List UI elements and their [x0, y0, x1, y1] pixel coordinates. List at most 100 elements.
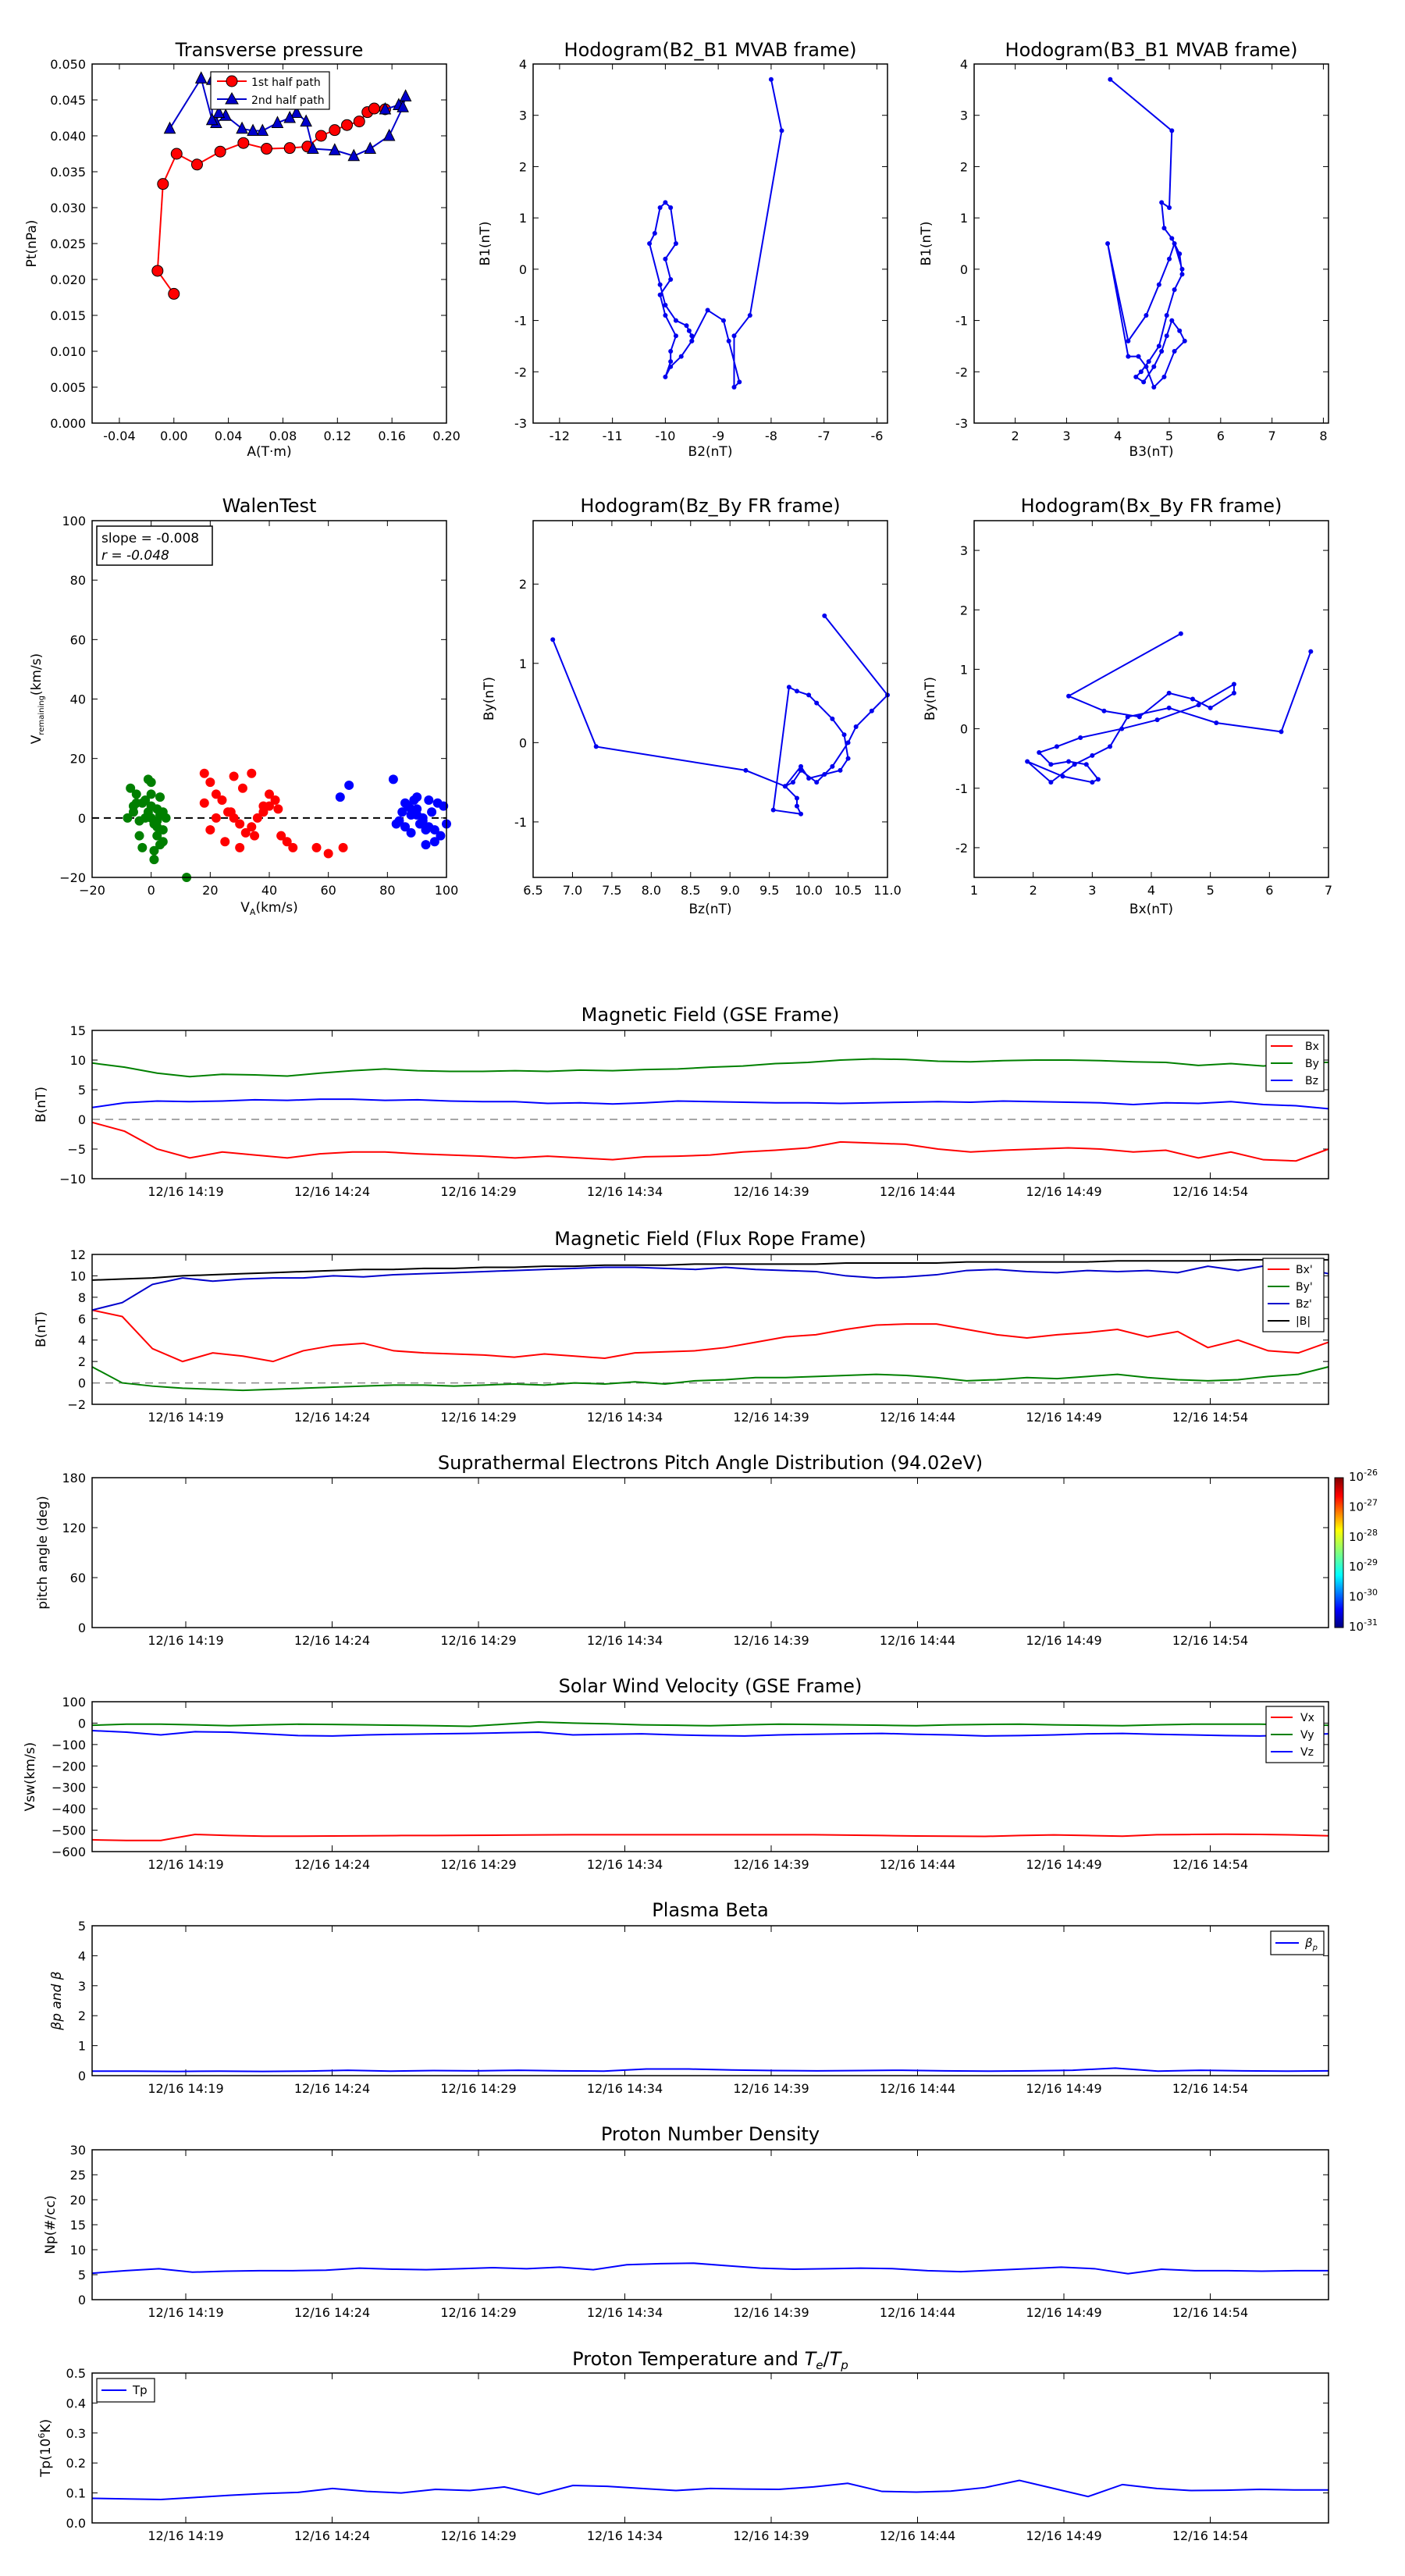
- x-tick-label: 8: [1319, 429, 1327, 443]
- walen-point: [427, 807, 437, 817]
- legend-beta: βp: [1304, 1936, 1318, 1952]
- data-point: [1161, 226, 1167, 231]
- data-point: [841, 732, 847, 738]
- data-point: [1208, 705, 1213, 710]
- y-tick-label: 180: [62, 1471, 86, 1485]
- data-point: [1182, 338, 1187, 343]
- data-point: [212, 105, 226, 119]
- y-tick-label: 120: [62, 1521, 86, 1535]
- x-tick-label: 4: [1147, 883, 1155, 898]
- colorbar-tick-label: 10-31: [1349, 1617, 1378, 1634]
- y-tick-label: 0.000: [50, 416, 86, 431]
- x-tick-label: 7.5: [602, 883, 621, 898]
- walen-point: [235, 842, 245, 852]
- transverse-ylabel: Pt(nPa): [24, 220, 40, 268]
- time-tick-label: 12/16 14:39: [733, 2528, 809, 2543]
- data-point: [689, 333, 695, 339]
- legend-bx: Bx: [1305, 1041, 1319, 1053]
- y-tick-label: 0.3: [66, 2426, 86, 2441]
- data-point: [799, 763, 804, 769]
- mag-gse-legend: Bx By Bz: [1265, 1034, 1325, 1092]
- data-point: [347, 148, 361, 162]
- y-tick-label: 10: [70, 1053, 86, 1068]
- hodo-b2b1-ylabel: B1(nT): [478, 222, 493, 266]
- mag-fr-legend: Bx' By' Bz' |B|: [1262, 1258, 1325, 1332]
- walen-point: [252, 813, 262, 823]
- y-tick-label: 3: [519, 109, 527, 123]
- hodogram-bxby-plot: Hodogram(Bx_By FR frame) 1 2 3 4 5 6 7 -2 -1 0 1 2 3…: [923, 495, 1332, 917]
- x-tick-label: 0.04: [215, 429, 243, 443]
- data-point: [1172, 349, 1177, 354]
- time-tick-label: 12/16 14:24: [294, 1410, 370, 1425]
- y-tick-label: 0.010: [50, 344, 86, 359]
- y-tick-label: 0.015: [50, 308, 86, 323]
- time-tick-label: 12/16 14:34: [587, 1633, 663, 1648]
- walen-point: [229, 771, 239, 781]
- data-point: [1169, 128, 1175, 133]
- time-tick-label: 12/16 14:29: [440, 1184, 516, 1199]
- y-tick-label: 0: [960, 722, 968, 737]
- series-line: [91, 1730, 1329, 1737]
- data-point: [806, 776, 812, 781]
- legend-by: By: [1305, 1058, 1319, 1070]
- time-tick-label: 12/16 14:49: [1026, 1184, 1101, 1199]
- walen-test-plot: WalenTest −20 0 20 40 60 80 100 −20 0 20 40 60 80 100…: [29, 495, 458, 917]
- data-point: [673, 318, 678, 323]
- colorbar-tick-label: 10-26: [1349, 1468, 1378, 1484]
- y-tick-label: 0.035: [50, 165, 86, 180]
- walen-point: [140, 795, 151, 805]
- y-tick-label: 60: [70, 1571, 86, 1585]
- y-tick-label: -3: [514, 416, 527, 431]
- data-point: [731, 385, 737, 390]
- vsw-panel: Solar Wind Velocity (GSE Frame) −600 −500…: [23, 1675, 1329, 1872]
- data-point: [1156, 343, 1161, 349]
- walen-point: [155, 792, 165, 802]
- data-point: [747, 313, 752, 318]
- walen-point: [323, 849, 333, 859]
- transverse-xlabel: A(T·m): [247, 444, 291, 460]
- data-point: [663, 256, 668, 262]
- data-point: [853, 724, 859, 730]
- y-tick-label: 12: [70, 1247, 86, 1262]
- data-point: [550, 637, 556, 642]
- data-point: [663, 200, 668, 205]
- y-tick-label: 5: [78, 1919, 86, 1934]
- data-point: [1090, 780, 1095, 785]
- legend-bx-fr: Bx': [1296, 1264, 1313, 1276]
- data-point: [1095, 777, 1101, 782]
- y-tick-label: 3: [960, 109, 968, 123]
- legend-vy: Vy: [1300, 1729, 1314, 1742]
- x-tick-label: 0.20: [432, 429, 461, 443]
- time-tick-label: 12/16 14:54: [1172, 2305, 1248, 2320]
- x-tick-label: 11.0: [873, 883, 902, 898]
- data-point: [1161, 374, 1167, 379]
- time-tick-label: 12/16 14:39: [733, 2305, 809, 2320]
- y-tick-label: 0.020: [50, 272, 86, 287]
- data-point: [1054, 744, 1059, 749]
- hodo-b3b1-xlabel: B3(nT): [1129, 444, 1174, 460]
- y-tick-label: 6: [78, 1311, 86, 1326]
- x-tick-label: 80: [379, 883, 395, 898]
- x-tick-label: -10: [655, 429, 675, 443]
- np-panel: Proton Number Density 0 5 10 15 20 25 30 12/16 …: [43, 2123, 1329, 2320]
- y-tick-label: −600: [52, 1845, 86, 1859]
- data-point: [1037, 750, 1042, 756]
- x-tick-label: 0.16: [378, 429, 406, 443]
- y-tick-label: −100: [52, 1738, 86, 1752]
- data-point: [1172, 241, 1177, 246]
- data-point: [1159, 200, 1165, 205]
- data-point: [341, 119, 354, 131]
- data-point: [1108, 744, 1113, 749]
- walen-point: [140, 813, 151, 823]
- data-point: [668, 277, 674, 282]
- y-tick-label: 0.5: [66, 2366, 86, 2381]
- y-tick-label: 4: [78, 1948, 86, 1963]
- data-point: [1177, 251, 1183, 257]
- y-tick-label: −200: [52, 1759, 86, 1774]
- x-tick-label: 6: [1265, 883, 1273, 898]
- y-tick-label: 0.1: [66, 2486, 86, 2501]
- x-tick-label: 0.12: [323, 429, 351, 443]
- time-tick-label: 12/16 14:49: [1026, 2305, 1101, 2320]
- data-point: [1126, 354, 1131, 359]
- y-tick-label: 4: [78, 1333, 86, 1348]
